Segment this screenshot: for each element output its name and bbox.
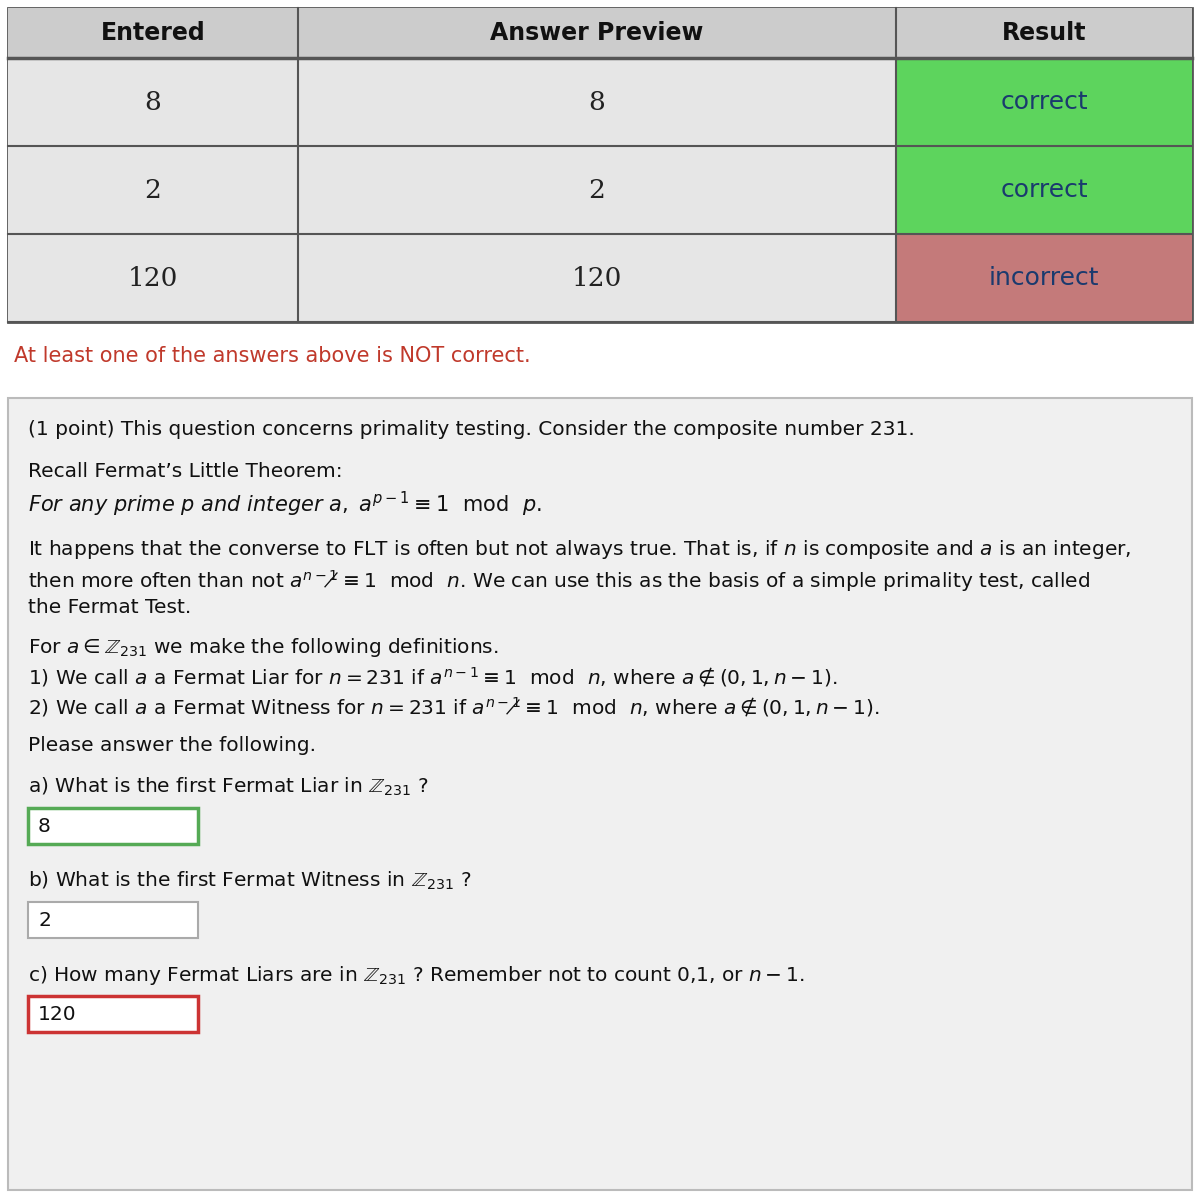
- Bar: [8, 146, 298, 234]
- Bar: [298, 58, 896, 146]
- Text: 8: 8: [145, 90, 162, 114]
- Bar: [298, 146, 896, 234]
- Text: the Fermat Test.: the Fermat Test.: [28, 598, 191, 617]
- Text: a) What is the first Fermat Liar in $\mathbb{Z}_{231}$ ?: a) What is the first Fermat Liar in $\ma…: [28, 776, 428, 798]
- Text: correct: correct: [1000, 90, 1088, 114]
- Text: c) How many Fermat Liars are in $\mathbb{Z}_{231}$ ? Remember not to count 0,1, : c) How many Fermat Liars are in $\mathbb…: [28, 964, 805, 986]
- Text: 2: 2: [38, 911, 50, 930]
- Text: 120: 120: [572, 265, 623, 290]
- Text: 8: 8: [38, 816, 50, 835]
- Text: For $a \in \mathbb{Z}_{231}$ we make the following definitions.: For $a \in \mathbb{Z}_{231}$ we make the…: [28, 636, 499, 659]
- Bar: [28, 902, 198, 938]
- Bar: [8, 58, 298, 146]
- Bar: [298, 234, 896, 322]
- Bar: [28, 996, 198, 1032]
- Text: 1) We call $a$ a Fermat Liar for $n = 231$ if $a^{n-1} \equiv 1\ \ \mathrm{mod}\: 1) We call $a$ a Fermat Liar for $n = 23…: [28, 666, 838, 690]
- Bar: [8, 398, 1192, 1190]
- Text: It happens that the converse to FLT is often but not always true. That is, if $n: It happens that the converse to FLT is o…: [28, 538, 1132, 560]
- Text: (1 point) This question concerns primality testing. Consider the composite numbe: (1 point) This question concerns primali…: [28, 420, 914, 439]
- Text: At least one of the answers above is NOT correct.: At least one of the answers above is NOT…: [14, 346, 530, 366]
- Bar: [8, 8, 1192, 322]
- Bar: [896, 146, 1192, 234]
- Text: correct: correct: [1000, 178, 1088, 202]
- Text: $\it{For\ any\ prime}\ \mathit{p}\ \it{and\ integer}\ \mathit{a},\ a^{p-1} \equi: $\it{For\ any\ prime}\ \mathit{p}\ \it{a…: [28, 490, 541, 520]
- Text: b) What is the first Fermat Witness in $\mathbb{Z}_{231}$ ?: b) What is the first Fermat Witness in $…: [28, 870, 472, 893]
- Text: incorrect: incorrect: [989, 266, 1099, 290]
- Text: 8: 8: [589, 90, 606, 114]
- Text: Answer Preview: Answer Preview: [491, 20, 703, 44]
- Bar: [896, 58, 1192, 146]
- Text: 2) We call $a$ a Fermat Witness for $n = 231$ if $a^{n-1} \not\equiv 1\ \ \mathr: 2) We call $a$ a Fermat Witness for $n =…: [28, 696, 880, 720]
- Text: Please answer the following.: Please answer the following.: [28, 736, 316, 755]
- Text: 2: 2: [145, 178, 162, 203]
- Text: then more often than not $a^{n-1} \not\equiv 1\ \ \mathrm{mod}\ \ n$. We can use: then more often than not $a^{n-1} \not\e…: [28, 568, 1090, 594]
- Text: 2: 2: [589, 178, 606, 203]
- Text: Entered: Entered: [101, 20, 205, 44]
- Bar: [8, 234, 298, 322]
- Text: 120: 120: [38, 1004, 77, 1024]
- Bar: [896, 234, 1192, 322]
- Text: Recall Fermat’s Little Theorem:: Recall Fermat’s Little Theorem:: [28, 462, 343, 481]
- Text: Result: Result: [1002, 20, 1086, 44]
- Bar: [28, 808, 198, 844]
- Bar: [8, 8, 1192, 58]
- Text: 120: 120: [128, 265, 179, 290]
